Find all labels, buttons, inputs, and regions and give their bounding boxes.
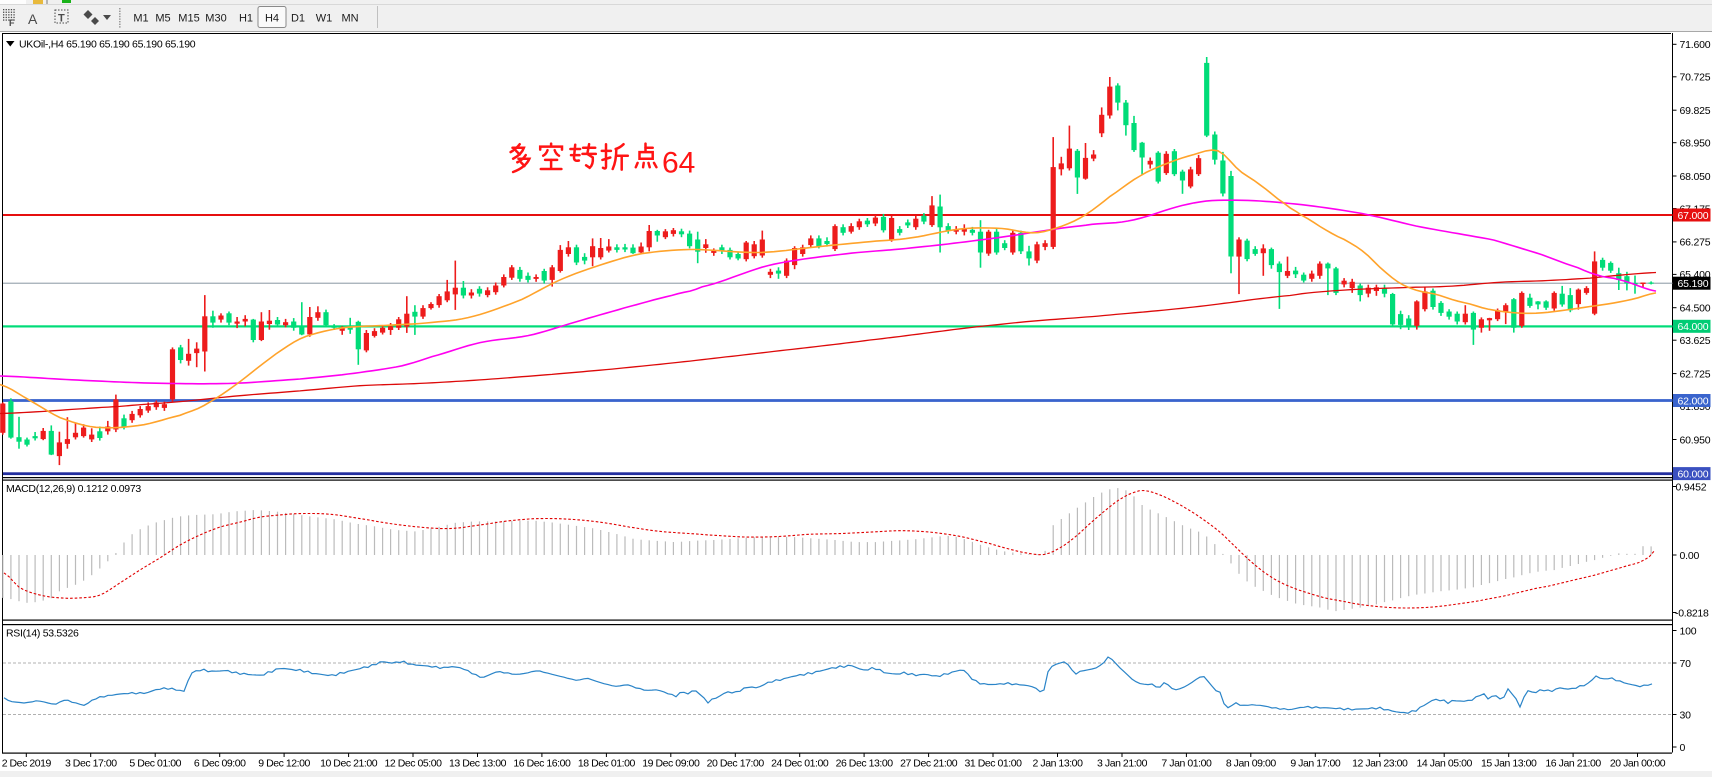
svg-text:15 Jan 13:00: 15 Jan 13:00: [1481, 758, 1537, 770]
svg-text:70.725: 70.725: [1680, 72, 1711, 84]
svg-text:16 Jan 21:00: 16 Jan 21:00: [1545, 758, 1601, 770]
svg-text:7 Jan 01:00: 7 Jan 01:00: [1161, 758, 1212, 770]
svg-text:A: A: [28, 11, 38, 27]
svg-text:0: 0: [1680, 742, 1686, 754]
svg-text:62.725: 62.725: [1680, 368, 1711, 380]
svg-text:67.000: 67.000: [1678, 210, 1709, 222]
svg-text:M1: M1: [133, 13, 148, 25]
svg-text:10 Dec 21:00: 10 Dec 21:00: [320, 758, 378, 770]
svg-text:8 Jan 09:00: 8 Jan 09:00: [1226, 758, 1277, 770]
svg-text:70: 70: [1680, 658, 1692, 670]
svg-text:16 Dec 16:00: 16 Dec 16:00: [513, 758, 571, 770]
svg-text:12 Jan 23:00: 12 Jan 23:00: [1352, 758, 1408, 770]
svg-text:19 Dec 09:00: 19 Dec 09:00: [642, 758, 700, 770]
svg-text:26 Dec 13:00: 26 Dec 13:00: [836, 758, 894, 770]
svg-text:F: F: [9, 18, 15, 28]
svg-text:64.500: 64.500: [1680, 303, 1711, 315]
svg-text:9 Jan 17:00: 9 Jan 17:00: [1290, 758, 1341, 770]
svg-text:3 Jan 21:00: 3 Jan 21:00: [1097, 758, 1148, 770]
svg-text:14 Jan 05:00: 14 Jan 05:00: [1417, 758, 1473, 770]
svg-text:6 Dec 09:00: 6 Dec 09:00: [194, 758, 246, 770]
svg-text:13 Dec 13:00: 13 Dec 13:00: [449, 758, 507, 770]
svg-text:27 Dec 21:00: 27 Dec 21:00: [900, 758, 958, 770]
svg-text:T: T: [58, 13, 65, 25]
svg-text:M5: M5: [155, 13, 170, 25]
svg-text:UKOil-,H4 65.190 65.190 65.19: UKOil-,H4 65.190 65.190 65.190 65.190: [19, 39, 196, 51]
svg-text:W1: W1: [316, 13, 333, 25]
svg-text:63.625: 63.625: [1680, 335, 1711, 347]
svg-text:18 Dec 01:00: 18 Dec 01:00: [578, 758, 636, 770]
svg-text:H4: H4: [265, 13, 279, 25]
svg-text:0.9452: 0.9452: [1676, 481, 1707, 493]
svg-text:68.950: 68.950: [1680, 138, 1711, 150]
svg-text:64.000: 64.000: [1678, 321, 1709, 333]
svg-text:M15: M15: [178, 13, 199, 25]
svg-text:60.950: 60.950: [1680, 434, 1711, 446]
svg-text:M30: M30: [205, 13, 226, 25]
svg-text:D1: D1: [291, 13, 305, 25]
svg-text:60.000: 60.000: [1678, 468, 1709, 480]
svg-text:20 Jan 00:00: 20 Jan 00:00: [1610, 758, 1666, 770]
svg-text:100: 100: [1680, 625, 1697, 637]
svg-text:9 Dec 12:00: 9 Dec 12:00: [258, 758, 310, 770]
svg-text:65.190: 65.190: [1678, 278, 1709, 290]
svg-text:5 Dec 01:00: 5 Dec 01:00: [129, 758, 181, 770]
svg-text:H1: H1: [239, 13, 253, 25]
svg-text:12 Dec 05:00: 12 Dec 05:00: [384, 758, 442, 770]
svg-text:24 Dec 01:00: 24 Dec 01:00: [771, 758, 829, 770]
svg-text:MN: MN: [341, 13, 358, 25]
svg-text:69.825: 69.825: [1680, 105, 1711, 117]
svg-text:-0.8218: -0.8218: [1675, 607, 1709, 619]
svg-text:MACD(12,26,9) 0.1212 0.0973: MACD(12,26,9) 0.1212 0.0973: [6, 483, 141, 495]
svg-text:68.050: 68.050: [1680, 171, 1711, 183]
svg-text:RSI(14) 53.5326: RSI(14) 53.5326: [6, 628, 79, 640]
svg-text:30: 30: [1680, 709, 1692, 721]
svg-text:0.00: 0.00: [1680, 550, 1700, 562]
svg-text:3 Dec 17:00: 3 Dec 17:00: [65, 758, 117, 770]
svg-text:2 Dec 2019: 2 Dec 2019: [2, 758, 52, 770]
svg-text:2 Jan 13:00: 2 Jan 13:00: [1033, 758, 1084, 770]
svg-text:31 Dec 01:00: 31 Dec 01:00: [964, 758, 1022, 770]
svg-text:20 Dec 17:00: 20 Dec 17:00: [707, 758, 765, 770]
svg-text:71.600: 71.600: [1680, 39, 1711, 51]
svg-text:64: 64: [662, 147, 695, 180]
svg-text:62.000: 62.000: [1678, 395, 1709, 407]
svg-text:66.275: 66.275: [1680, 237, 1711, 249]
